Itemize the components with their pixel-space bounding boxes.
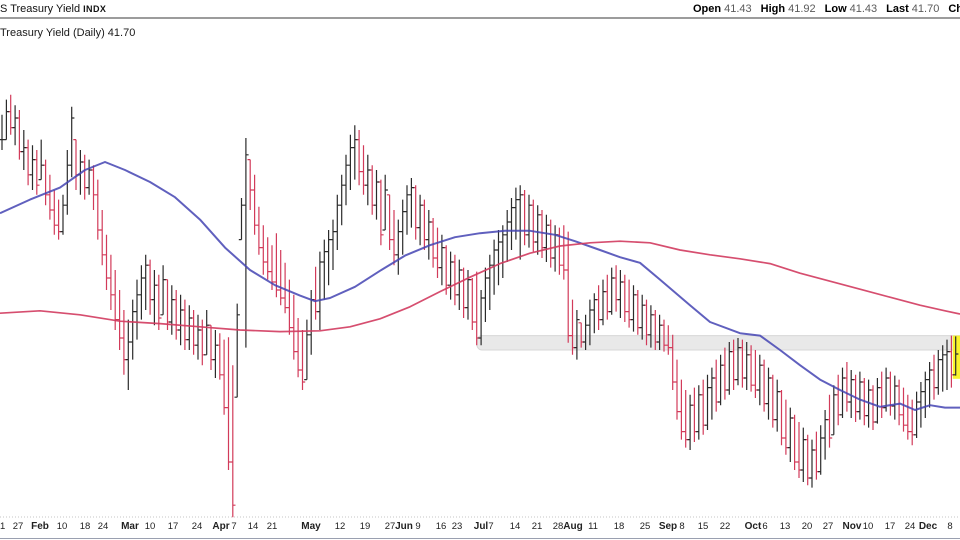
axis-label-20: 20 [801,521,813,532]
axis-label-24: 24 [97,521,109,532]
axis-label-14: 14 [247,521,259,532]
readout-ch: Ch [948,3,960,15]
axis-label-10: 10 [862,521,874,532]
axis-label-10: 10 [56,521,68,532]
axis-label-nov: Nov [842,521,862,532]
axis-label-9: 9 [415,521,421,532]
axis-label-21: 21 [0,521,6,532]
axis-label-18: 18 [613,521,625,532]
last-bar-highlight [952,335,960,379]
symbol-title: S Treasury Yield INDX [0,3,106,15]
axis-label-sep: Sep [658,521,678,532]
axis-label-22: 22 [719,521,731,532]
axis-label-10: 10 [144,521,156,532]
axis-label-27: 27 [384,521,396,532]
axis-label-18: 18 [79,521,91,532]
ma-200-line [0,240,960,333]
ohlc-readout: Open 41.43 High 41.92 Low 41.43 Last 41.70 Ch [684,3,960,15]
axis-label-jul: Jul [473,521,489,532]
axis-label-23: 23 [451,521,463,532]
support-band [476,335,960,351]
axis-label-12: 12 [334,521,346,532]
chart-title: Treasury Yield (Daily) 41.70 [0,27,136,39]
axis-label-24: 24 [904,521,916,532]
readout-high: High 41.92 [760,3,816,15]
header-row: S Treasury Yield INDX Open 41.43 High 41.92… [0,2,960,17]
x-axis-labels: 2127Feb101824Mar101724Apr71421May121927J… [0,521,960,535]
axis-label-feb: Feb [31,521,49,532]
up-bars [0,99,959,488]
axis-label-dec: Dec [918,521,938,532]
axis-label-21: 21 [531,521,543,532]
axis-label-15: 15 [697,521,709,532]
axis-label-27: 27 [12,521,24,532]
readout-low: Low 41.43 [824,3,878,15]
axis-label-28: 28 [552,521,564,532]
axis-label-8: 8 [679,521,685,532]
axis-label-17: 17 [884,521,896,532]
axis-label-24: 24 [191,521,203,532]
axis-label-16: 16 [435,521,447,532]
axis-label-jun: Jun [395,521,413,532]
symbol-exchange-tag: INDX [83,4,107,14]
axis-label-21: 21 [266,521,278,532]
axis-label-may: May [301,521,321,532]
axis-label-11: 11 [588,521,598,532]
symbol-name: S Treasury Yield [0,3,81,15]
readout-last: Last 41.70 [886,3,940,15]
axis-label-8: 8 [947,521,953,532]
axis-label-14: 14 [509,521,521,532]
panel-bottom-border [0,538,960,539]
axis-label-oct: Oct [744,521,762,532]
header-divider [0,17,960,19]
readout-open: Open 41.43 [693,3,752,15]
axis-label-aug: Aug [563,521,583,532]
ma-50-line [0,161,960,411]
axis-label-19: 19 [359,521,371,532]
axis-label-apr: Apr [212,521,230,532]
axis-label-6: 6 [762,521,768,532]
axis-label-25: 25 [639,521,651,532]
axis-label-27: 27 [822,521,834,532]
axis-label-7: 7 [488,521,494,532]
axis-label-7: 7 [231,521,237,532]
axis-label-17: 17 [167,521,179,532]
down-bars [8,94,955,518]
axis-label-mar: Mar [121,521,139,532]
axis-label-13: 13 [779,521,791,532]
